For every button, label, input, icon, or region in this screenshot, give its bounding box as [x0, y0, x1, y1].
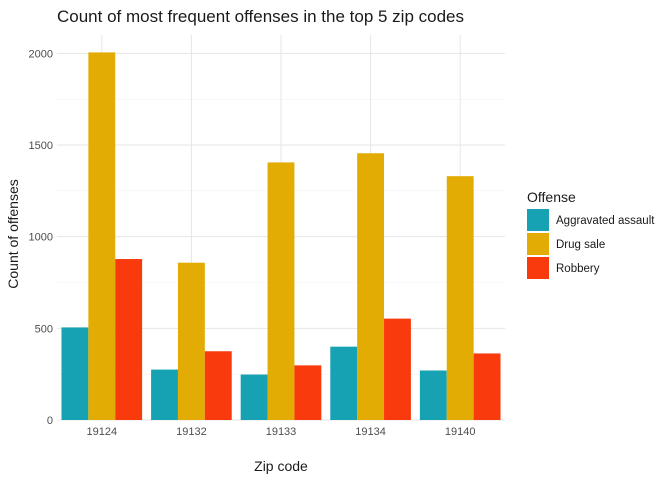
bar-19133-robbery	[294, 365, 322, 420]
bars	[61, 52, 501, 421]
x-tick-label: 19124	[87, 426, 118, 438]
x-tick-label: 19133	[266, 426, 297, 438]
legend: Offense Aggravated assault Drug sale Robbe…	[527, 189, 655, 279]
bar-19140-aggravated-assault	[419, 370, 447, 420]
y-axis-ticks: 0 500 1000 1500 2000	[29, 48, 53, 427]
bar-19132-drug-sale	[177, 262, 205, 420]
chart-title: Count of most frequent offenses in the t…	[57, 7, 464, 26]
legend-label: Robbery	[556, 263, 600, 275]
bar-19134-robbery	[384, 318, 411, 420]
x-tick-label: 19140	[445, 426, 476, 438]
legend-title: Offense	[527, 189, 576, 205]
legend-key	[527, 257, 549, 279]
x-axis-ticks: 19124 19132 19133 19134 19140	[87, 426, 476, 438]
bar-19134-drug-sale	[357, 153, 385, 420]
x-tick-label: 19132	[176, 426, 207, 438]
y-tick-label: 1000	[29, 232, 53, 244]
legend-label: Aggravated assault	[556, 215, 655, 227]
x-axis-title: Zip code	[254, 458, 308, 474]
legend-key	[527, 209, 549, 231]
bar-19133-aggravated-assault	[240, 374, 268, 420]
legend-key	[527, 233, 549, 255]
y-tick-label: 500	[35, 323, 53, 335]
bar-19132-aggravated-assault	[151, 369, 178, 420]
bar-19140-robbery	[473, 353, 501, 420]
bar-19133-drug-sale	[267, 162, 295, 420]
bar-19124-drug-sale	[88, 52, 116, 421]
bar-19124-robbery	[115, 259, 143, 420]
y-axis-title: Count of offenses	[5, 179, 21, 288]
x-tick-label: 19134	[355, 426, 386, 438]
legend-label: Drug sale	[556, 239, 605, 251]
y-tick-label: 2000	[29, 48, 53, 60]
y-tick-label: 1500	[29, 140, 53, 152]
y-tick-label: 0	[47, 415, 53, 427]
bar-19124-aggravated-assault	[61, 327, 89, 420]
bar-19134-aggravated-assault	[330, 346, 358, 420]
bar-19132-robbery	[204, 351, 232, 420]
bar-19140-drug-sale	[446, 176, 474, 420]
